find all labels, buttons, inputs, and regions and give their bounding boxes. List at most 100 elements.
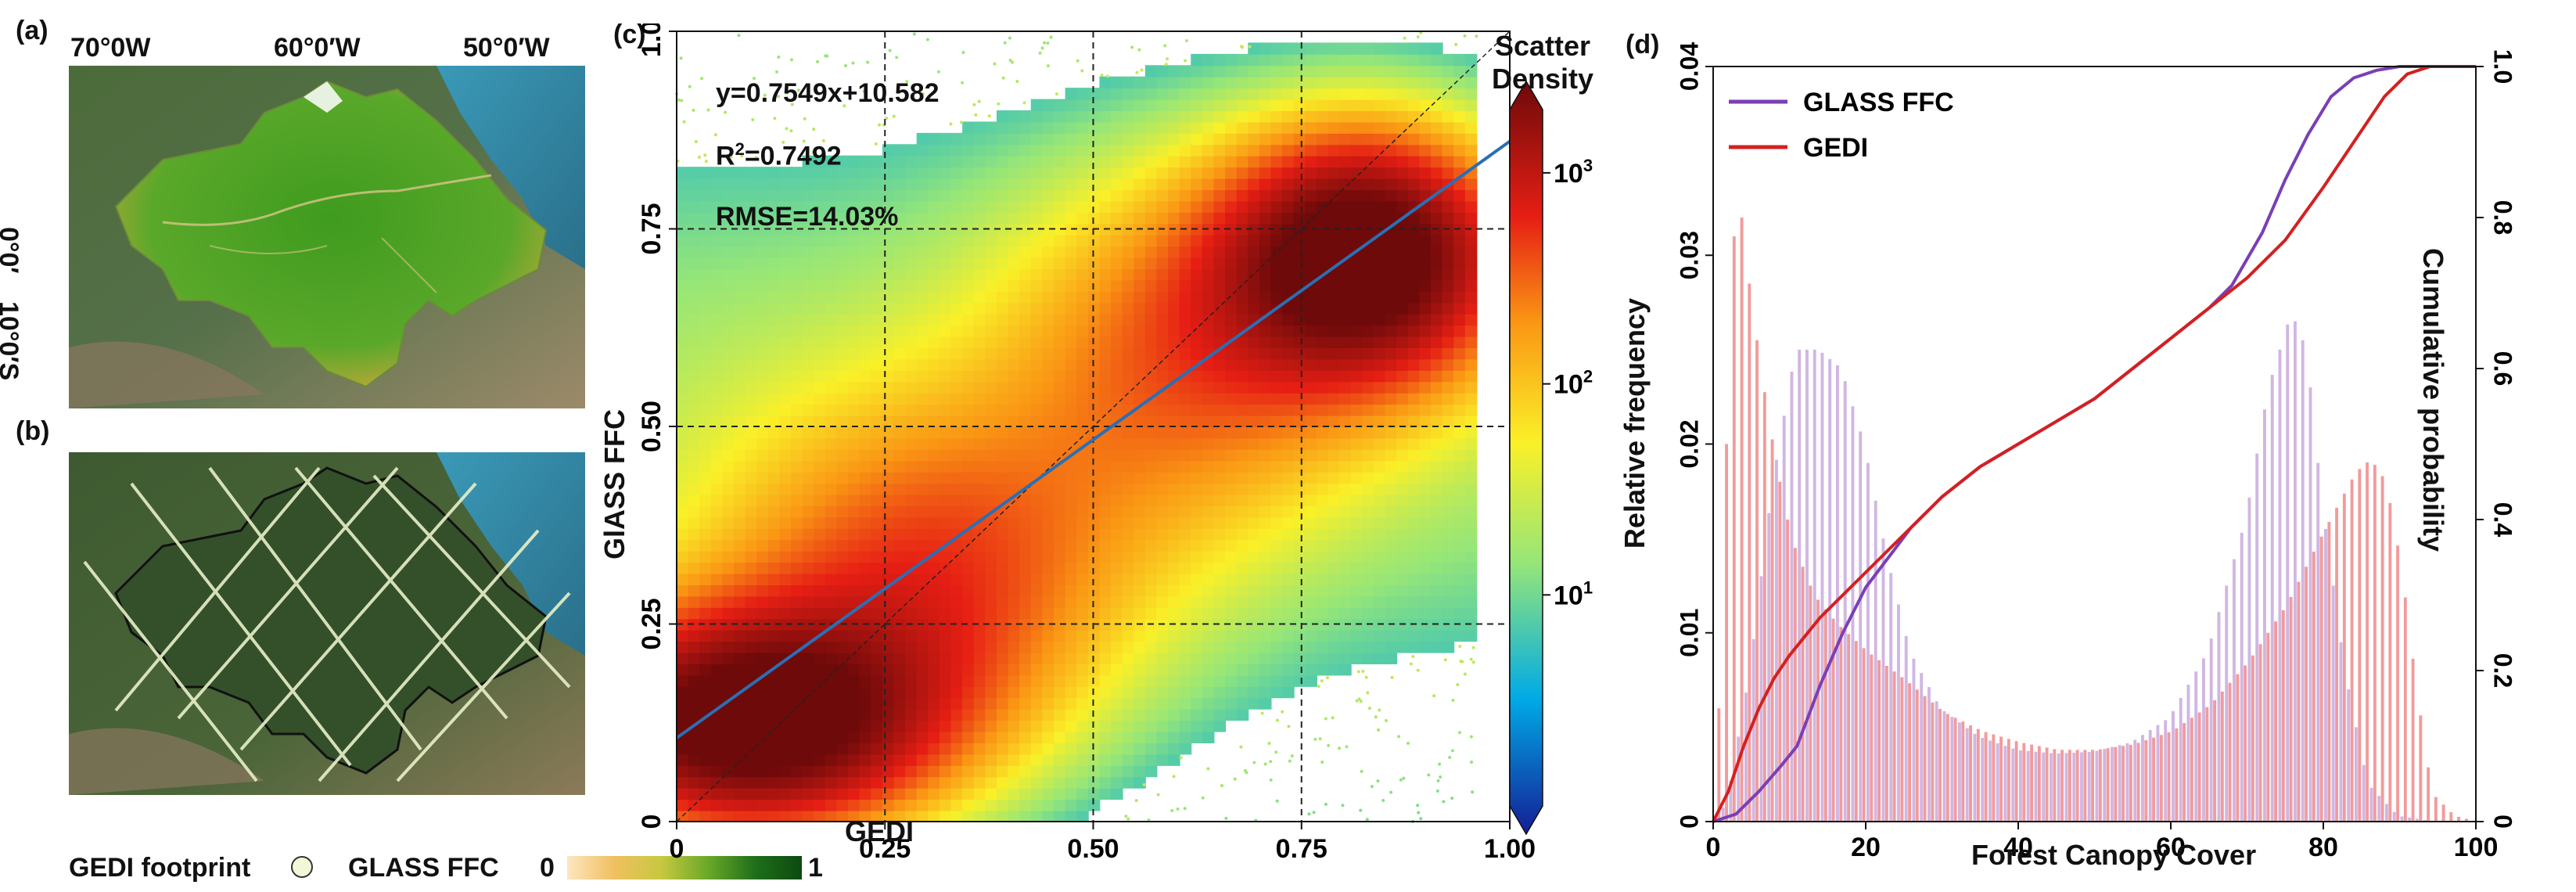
density-cell <box>893 325 907 337</box>
density-cell <box>905 234 918 247</box>
density-cell <box>1111 708 1123 721</box>
density-cell <box>756 336 769 348</box>
density-cell <box>1305 437 1317 450</box>
density-cell <box>1111 527 1123 541</box>
density-cell <box>1030 483 1044 495</box>
density-cell <box>1168 313 1180 326</box>
density-cell <box>791 573 803 585</box>
density-cell <box>722 764 735 778</box>
hist-xlabel: Forest Canopy Cover <box>1971 839 2257 871</box>
density-cell <box>767 460 781 473</box>
density-cell <box>996 708 1009 721</box>
density-cell <box>1225 437 1238 450</box>
density-cell <box>1053 121 1066 134</box>
scatter-point <box>1416 668 1420 672</box>
density-cell <box>848 697 860 710</box>
density-cell <box>916 664 929 676</box>
density-cell <box>1430 527 1443 541</box>
density-cell <box>779 595 792 608</box>
density-cell <box>767 618 781 631</box>
density-cell <box>1453 144 1466 156</box>
density-cell <box>1030 223 1044 236</box>
density-cell <box>1122 268 1135 281</box>
density-cell <box>1453 65 1466 77</box>
scatter-point <box>851 61 855 65</box>
density-cell <box>1270 88 1284 100</box>
density-cell <box>825 234 838 247</box>
density-cell <box>688 664 701 676</box>
density-cell <box>962 764 975 778</box>
density-cell <box>848 290 860 304</box>
density-cell <box>1248 257 1260 269</box>
density-cell <box>688 505 701 518</box>
density-cell <box>1396 167 1409 179</box>
density-cell <box>1134 178 1146 190</box>
glass-ffc-bar <box>2156 725 2160 822</box>
scatter-point <box>1406 741 1410 745</box>
scatter-point <box>895 56 899 59</box>
density-cell <box>1328 302 1341 315</box>
density-cell <box>1316 279 1329 292</box>
density-cell <box>1259 369 1272 383</box>
density-cell <box>1373 527 1386 541</box>
density-cell <box>825 189 838 202</box>
density-cell <box>882 246 895 258</box>
scatter-point <box>1470 761 1474 764</box>
density-cell <box>1213 121 1227 134</box>
density-cell <box>1019 641 1032 653</box>
density-cell <box>1350 460 1363 473</box>
density-cell <box>767 674 781 687</box>
density-cell <box>779 674 792 687</box>
density-cell <box>1156 471 1169 484</box>
density-cell <box>1076 189 1089 202</box>
density-cell <box>1305 268 1317 281</box>
density-cell <box>1419 257 1432 269</box>
density-cell <box>996 178 1009 190</box>
density-cell <box>1339 664 1352 676</box>
density-cell <box>814 392 826 405</box>
density-cell <box>905 776 918 789</box>
density-cell <box>1328 155 1341 168</box>
density-cell <box>1122 381 1135 394</box>
density-cell <box>1019 708 1032 721</box>
density-cell <box>1030 516 1044 529</box>
scatter-point <box>1142 782 1146 786</box>
density-cell <box>1179 720 1192 732</box>
density-cell <box>1053 550 1066 563</box>
density-cell <box>1144 743 1158 755</box>
density-cell <box>1328 550 1341 563</box>
density-cell <box>973 697 986 710</box>
density-cell <box>905 155 918 168</box>
gedi-bar <box>2373 465 2377 822</box>
density-cell <box>928 358 940 371</box>
density-cell <box>1270 347 1284 360</box>
gedi-bar <box>2175 728 2179 822</box>
scatter-point <box>1419 817 1423 821</box>
gedi-bar <box>2441 804 2445 822</box>
density-cell <box>1019 336 1032 348</box>
density-cell <box>1087 664 1101 676</box>
density-cell <box>1385 279 1398 292</box>
density-cell <box>1087 708 1101 721</box>
density-cell <box>1430 448 1443 462</box>
density-cell <box>1042 302 1054 315</box>
density-cell <box>996 268 1009 281</box>
density-cell <box>985 629 997 642</box>
density-cell <box>871 494 883 506</box>
density-cell <box>756 516 769 529</box>
density-cell <box>1305 121 1317 134</box>
density-cell <box>688 211 701 225</box>
density-cell <box>825 731 838 743</box>
density-cell <box>1339 595 1352 608</box>
density-cell <box>928 516 940 529</box>
density-cell <box>734 223 746 236</box>
density-cell <box>1168 539 1180 552</box>
density-cell <box>677 776 689 789</box>
density-cell <box>905 787 918 800</box>
density-cell <box>836 426 850 439</box>
density-cell <box>1419 641 1432 653</box>
density-cell <box>1008 223 1021 236</box>
r2-sup: 2 <box>735 139 745 159</box>
density-cell <box>1134 268 1146 281</box>
density-cell <box>1328 641 1341 653</box>
